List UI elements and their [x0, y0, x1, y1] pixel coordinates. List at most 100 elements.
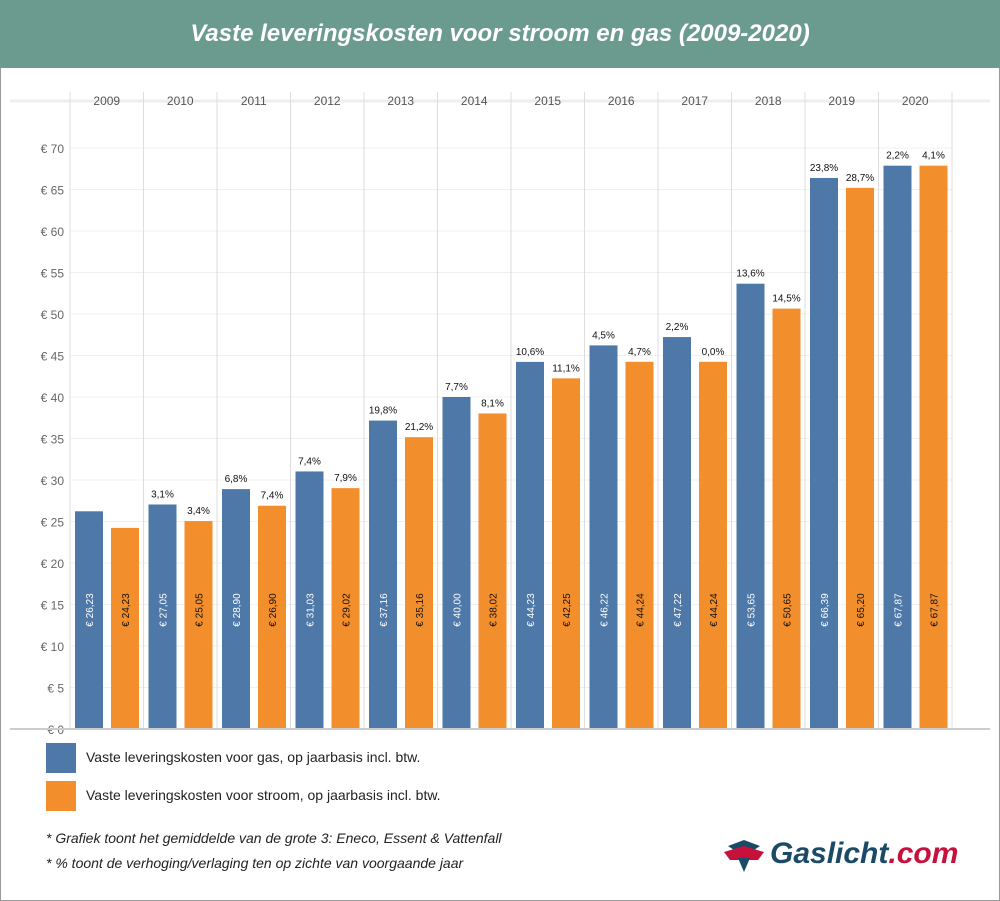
bar-stroom	[625, 361, 654, 729]
change-label: 7,4%	[298, 456, 321, 467]
logo-domain: .com	[888, 837, 959, 870]
bar-gas	[663, 337, 691, 729]
value-label: € 47,22	[673, 593, 684, 627]
y-tick-label: € 60	[41, 225, 65, 239]
y-tick-label: € 40	[41, 391, 65, 405]
x-category-label: 2010	[167, 94, 194, 108]
change-label: 3,4%	[187, 506, 210, 517]
value-label: € 27,05	[159, 593, 170, 627]
change-label: 28,7%	[846, 173, 874, 184]
value-label: € 67,87	[930, 593, 941, 627]
legend-label-gas: Vaste leveringskosten voor gas, op jaarb…	[86, 749, 421, 765]
title-bar: Vaste leveringskosten voor stroom en gas…	[0, 0, 1000, 68]
bar-gas	[589, 345, 618, 729]
change-label: 4,1%	[922, 151, 945, 162]
x-category-label: 2011	[241, 94, 267, 108]
bar-gas	[148, 504, 177, 729]
bar-gas	[516, 361, 544, 729]
value-label: € 31,03	[306, 593, 317, 627]
bar-stroom	[699, 361, 727, 729]
y-tick-label: € 45	[41, 350, 65, 364]
change-label: 0,0%	[702, 347, 725, 358]
value-label: € 25,05	[195, 593, 206, 627]
value-label: € 53,65	[747, 593, 758, 627]
logo-flame-icon	[724, 840, 764, 872]
bar-gas	[75, 511, 103, 729]
bar-gas	[736, 283, 765, 729]
x-category-label: 2014	[461, 94, 488, 108]
y-tick-label: € 15	[41, 599, 65, 613]
value-label: € 38,02	[489, 593, 500, 627]
value-label: € 44,23	[526, 593, 537, 627]
bar-stroom	[405, 437, 433, 729]
bar-gas	[442, 397, 471, 729]
y-tick-label: € 50	[41, 308, 65, 322]
legend-swatch-stroom	[46, 781, 76, 811]
change-label: 4,5%	[592, 330, 615, 341]
bar-stroom	[919, 165, 948, 729]
bar-stroom	[772, 308, 801, 729]
change-label: 23,8%	[810, 163, 838, 174]
bar-gas	[222, 489, 250, 729]
y-tick-label: € 20	[41, 557, 65, 571]
value-label: € 37,16	[379, 593, 390, 627]
y-tick-label: € 10	[41, 640, 65, 654]
value-label: € 44,24	[636, 593, 647, 627]
value-label: € 35,16	[415, 593, 426, 627]
change-label: 19,8%	[369, 406, 397, 417]
bar-gas	[883, 165, 912, 729]
change-label: 3,1%	[151, 489, 174, 500]
value-label: € 67,87	[894, 593, 905, 627]
change-label: 10,6%	[516, 347, 544, 358]
bar-stroom	[258, 505, 286, 729]
value-label: € 42,25	[562, 593, 573, 627]
x-category-label: 2017	[681, 94, 708, 108]
legend-label-stroom: Vaste leveringskosten voor stroom, op ja…	[86, 787, 441, 803]
legend-swatch-gas	[46, 743, 76, 773]
change-label: 7,4%	[261, 491, 284, 502]
change-label: 8,1%	[481, 398, 504, 409]
bar-stroom	[478, 413, 507, 729]
x-category-label: 2009	[93, 94, 120, 108]
y-tick-label: € 30	[41, 474, 65, 488]
value-label: € 40,00	[453, 593, 464, 627]
value-label: € 29,02	[342, 593, 353, 627]
change-label: 11,1%	[552, 363, 580, 374]
x-category-label: 2015	[534, 94, 561, 108]
change-label: 21,2%	[405, 422, 433, 433]
change-label: 7,9%	[334, 473, 357, 484]
value-label: € 46,22	[600, 593, 611, 627]
change-label: 2,2%	[666, 322, 689, 333]
logo-name: Gaslicht	[770, 837, 889, 870]
value-label: € 26,90	[268, 593, 279, 627]
footnote-1: * Grafiek toont het gemiddelde van de gr…	[46, 830, 502, 846]
value-label: € 66,39	[820, 593, 831, 627]
value-label: € 44,24	[709, 593, 720, 627]
x-category-label: 2016	[608, 94, 635, 108]
y-tick-label: € 55	[41, 267, 65, 281]
value-label: € 50,65	[783, 593, 794, 627]
value-label: € 28,90	[232, 593, 243, 627]
bar-gas	[369, 420, 397, 729]
bar-stroom	[184, 521, 213, 729]
value-label: € 65,20	[856, 593, 867, 627]
bar-stroom	[846, 187, 874, 730]
change-label: 14,5%	[772, 294, 800, 305]
change-label: 7,7%	[445, 382, 468, 393]
bar-gas	[295, 471, 324, 729]
chart-title: Vaste leveringskosten voor stroom en gas…	[190, 20, 810, 47]
value-label: € 24,23	[121, 593, 132, 627]
y-tick-label: € 70	[41, 142, 65, 156]
value-label: € 26,23	[85, 593, 96, 627]
bar-stroom	[331, 488, 360, 729]
change-label: 6,8%	[225, 474, 248, 485]
x-category-label: 2013	[387, 94, 414, 108]
y-tick-label: € 35	[41, 433, 65, 447]
change-label: 2,2%	[886, 151, 909, 162]
bar-stroom	[552, 378, 580, 729]
y-tick-label: € 5	[47, 682, 64, 696]
x-category-label: 2012	[314, 94, 341, 108]
x-category-label: 2020	[902, 94, 929, 108]
gaslicht-logo: Gaslicht.com	[724, 836, 958, 872]
bar-chart: € 0€ 5€ 10€ 15€ 20€ 25€ 30€ 35€ 40€ 45€ …	[10, 92, 990, 737]
